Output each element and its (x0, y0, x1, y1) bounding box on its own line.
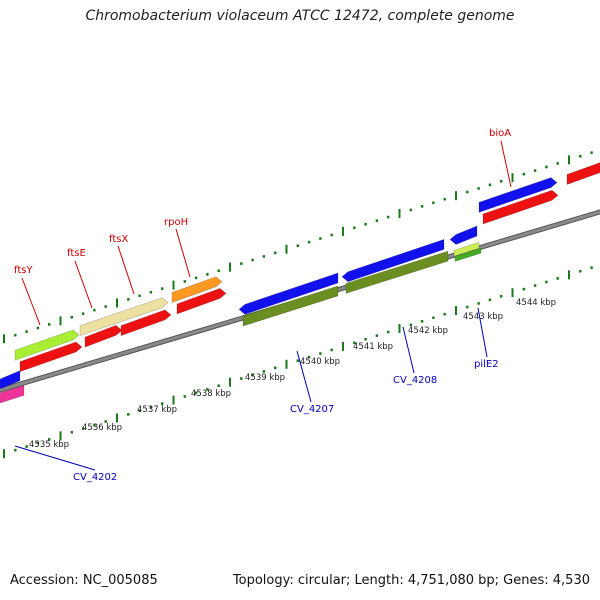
leader-line (402, 326, 415, 374)
gene-label: ftsE (67, 248, 86, 259)
feature-ftsY (14, 329, 80, 361)
position-label: 4542 kbp (408, 326, 448, 336)
feature-CV_4202 (0, 370, 21, 389)
leader-line (21, 277, 41, 326)
position-label: 4536 kbp (82, 423, 122, 433)
leader-line (117, 245, 135, 295)
gene-labels: ftsY ftsE ftsX rpoH bioA CV_4202 CV_4207 CV_420… (14, 128, 511, 483)
feature-rpoH (171, 276, 223, 303)
feature-ftsE-red (84, 325, 123, 348)
leader-line (14, 445, 96, 471)
leader-line (175, 228, 191, 278)
feature-bioA (482, 189, 559, 225)
gene-label: CV_4207 (290, 404, 334, 415)
position-label: 4544 kbp (516, 298, 556, 308)
position-label: 4539 kbp (245, 373, 285, 383)
genome-summary: Topology: circular; Length: 4,751,080 bp… (232, 573, 590, 588)
gene-label: CV_4202 (73, 472, 117, 483)
feature-pilE2-green (454, 247, 482, 262)
leader-line (74, 260, 93, 309)
feature-pilE2-blue (449, 225, 478, 245)
feature-CV_4202-pink (0, 384, 25, 404)
feature-CV_4207 (238, 272, 339, 315)
gene-label: ftsY (14, 265, 33, 276)
feature-CV_4208-green (345, 250, 449, 294)
feature-right-edge-red (566, 162, 600, 185)
position-label: 4540 kbp (300, 357, 340, 367)
position-label: 4538 kbp (191, 389, 231, 399)
feature-ftsE (79, 297, 169, 337)
feature-bioA-blue (478, 177, 558, 213)
leader-line (500, 140, 512, 188)
feature-ftsX (120, 309, 172, 337)
feature-ftsY-red (19, 341, 83, 373)
feature-CV_4208 (341, 238, 445, 283)
feature-rpoH-red (176, 288, 227, 315)
label-leader-lines (14, 140, 512, 471)
feature-pilE2-lime (453, 241, 480, 257)
accession-label: Accession: NC_005085 (10, 573, 158, 588)
map-title: Chromobacterium violaceum ATCC 12472, co… (85, 8, 515, 24)
tick-marks (3, 151, 593, 459)
gene-label: CV_4208 (393, 375, 437, 386)
feature-CV_4207-green (242, 285, 339, 327)
gene-label: pilE2 (474, 359, 499, 370)
gene-label: rpoH (164, 217, 188, 228)
leader-line (296, 350, 312, 403)
position-label: 4537 kbp (137, 405, 177, 415)
gene-label: bioA (489, 128, 511, 139)
gene-label: ftsX (109, 234, 128, 245)
position-label: 4535 kbp (29, 440, 69, 450)
position-label: 4541 kbp (353, 342, 393, 352)
position-label: 4543 kbp (463, 312, 503, 322)
gene-features (0, 162, 600, 404)
leader-line (477, 307, 488, 358)
position-labels: 4535 kbp 4536 kbp 4537 kbp 4538 kbp 4539 kbp… (29, 298, 556, 450)
